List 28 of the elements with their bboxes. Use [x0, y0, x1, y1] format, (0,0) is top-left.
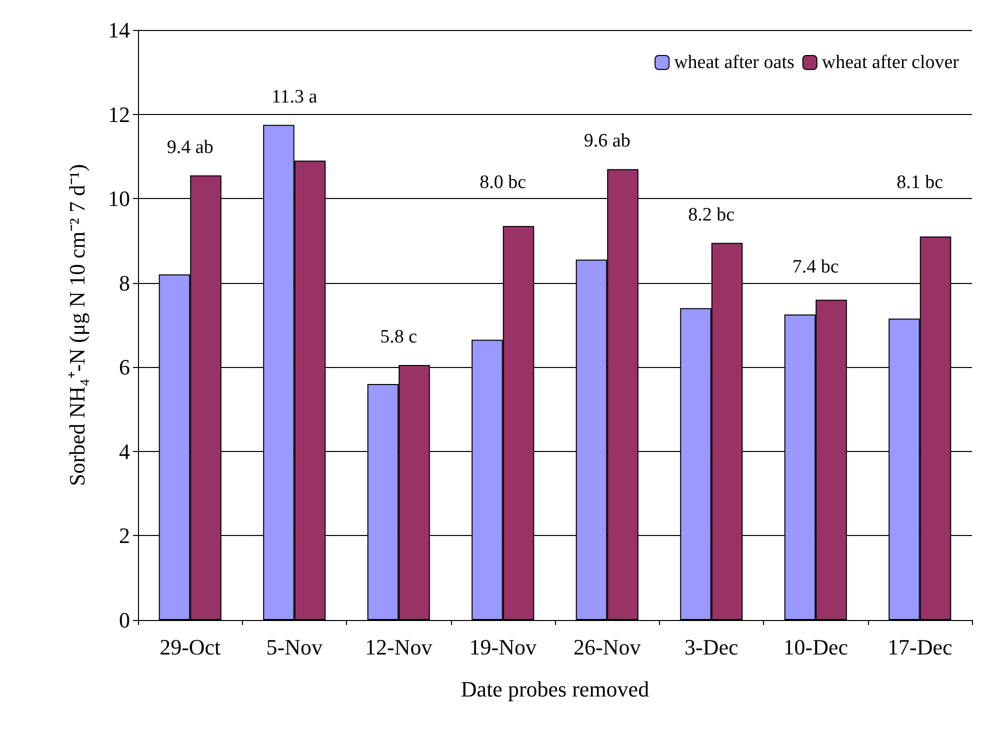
annotation: 8.0 bc	[480, 172, 526, 194]
annotation: 5.8 c	[380, 326, 418, 348]
annotation: 9.6 ab	[584, 130, 630, 152]
y-axis-title: Sorbed NH₄⁺-N (μg N 10 cm⁻² 7 d⁻¹)	[64, 164, 90, 486]
x-tick-label: 29-Oct	[160, 634, 221, 660]
legend-label: wheat after clover	[822, 52, 960, 73]
y-tick-label: 8	[119, 270, 130, 296]
y-tick-label: 14	[108, 18, 130, 42]
legend-label: wheat after oats	[674, 52, 794, 73]
x-axis-title: Date probes removed	[460, 676, 650, 702]
annotation: 8.2 bc	[688, 204, 735, 226]
y-tick-label: 10	[108, 186, 130, 212]
x-tick-label: 12-Nov	[365, 634, 432, 660]
y-tick-label: 6	[119, 354, 130, 380]
annotation: 9.4 ab	[166, 136, 214, 158]
x-tick-label: 26-Nov	[574, 634, 641, 660]
x-tick-label: 19-Nov	[469, 634, 536, 660]
annotation: 11.3 a	[272, 86, 318, 108]
y-tick-label: 12	[108, 102, 130, 127]
annotation: 8.1 bc	[896, 172, 944, 194]
x-tick-label: 3-Dec	[684, 634, 738, 660]
x-tick-label: 10-Dec	[783, 634, 848, 660]
x-tick-label: 5-Nov	[266, 634, 322, 660]
y-tick-label: 4	[119, 438, 130, 464]
annotation: 7.4 bc	[792, 256, 839, 278]
x-tick-label: 17-Dec	[888, 634, 952, 660]
y-tick-label: 2	[119, 523, 130, 548]
y-tick-label: 0	[119, 608, 130, 632]
